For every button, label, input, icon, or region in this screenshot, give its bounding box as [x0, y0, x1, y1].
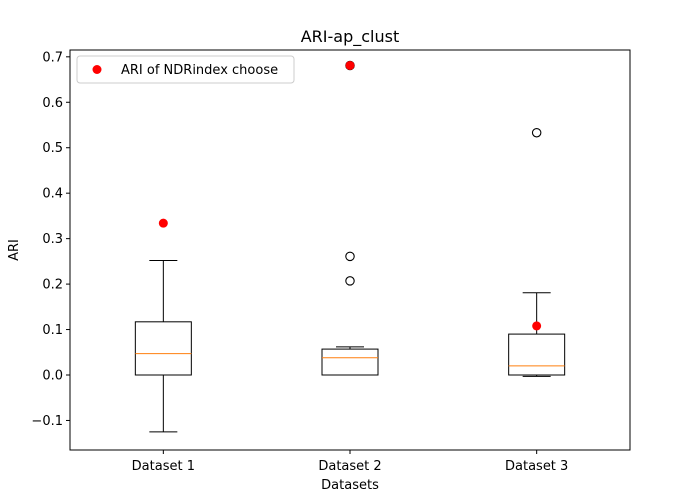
chart-title: ARI-ap_clust	[301, 27, 400, 47]
y-tick-label: 0.7	[42, 50, 63, 65]
legend-label: ARI of NDRindex choose	[121, 63, 278, 78]
x-axis-label: Datasets	[321, 478, 379, 493]
outlier-point	[531, 127, 542, 138]
y-tick-label: 0.0	[42, 369, 63, 384]
box	[508, 333, 566, 376]
y-axis-label: ARI	[7, 239, 22, 261]
highlight-point	[158, 218, 168, 228]
plot-area	[134, 60, 566, 433]
y-tick-label: −0.1	[31, 414, 63, 429]
x-tick-label: Dataset 2	[318, 459, 381, 474]
legend-marker	[92, 65, 102, 74]
x-axis: Dataset 1 Dataset 2 Dataset 3	[132, 450, 568, 474]
y-tick-label: 0.1	[42, 323, 63, 338]
highlight-point	[532, 321, 542, 331]
x-tick-label: Dataset 3	[505, 459, 568, 474]
highlight-point	[345, 60, 355, 70]
legend: ARI of NDRindex choose	[76, 55, 295, 84]
y-tick-label: 0.4	[42, 187, 63, 202]
box	[321, 348, 379, 376]
x-tick-label: Dataset 1	[132, 459, 195, 474]
box-group	[134, 259, 192, 433]
box	[134, 321, 192, 376]
y-tick-label: 0.3	[42, 232, 63, 247]
outlier-point	[345, 251, 355, 262]
box-group	[508, 127, 566, 377]
y-axis: −0.1 0.0 0.1 0.2 0.3 0.4 0.5 0.6 0.7	[31, 50, 70, 429]
y-tick-label: 0.2	[42, 278, 63, 293]
y-tick-label: 0.5	[42, 141, 63, 156]
legend-box	[76, 55, 295, 84]
outlier-point	[345, 276, 355, 286]
y-tick-label: 0.6	[42, 96, 63, 111]
